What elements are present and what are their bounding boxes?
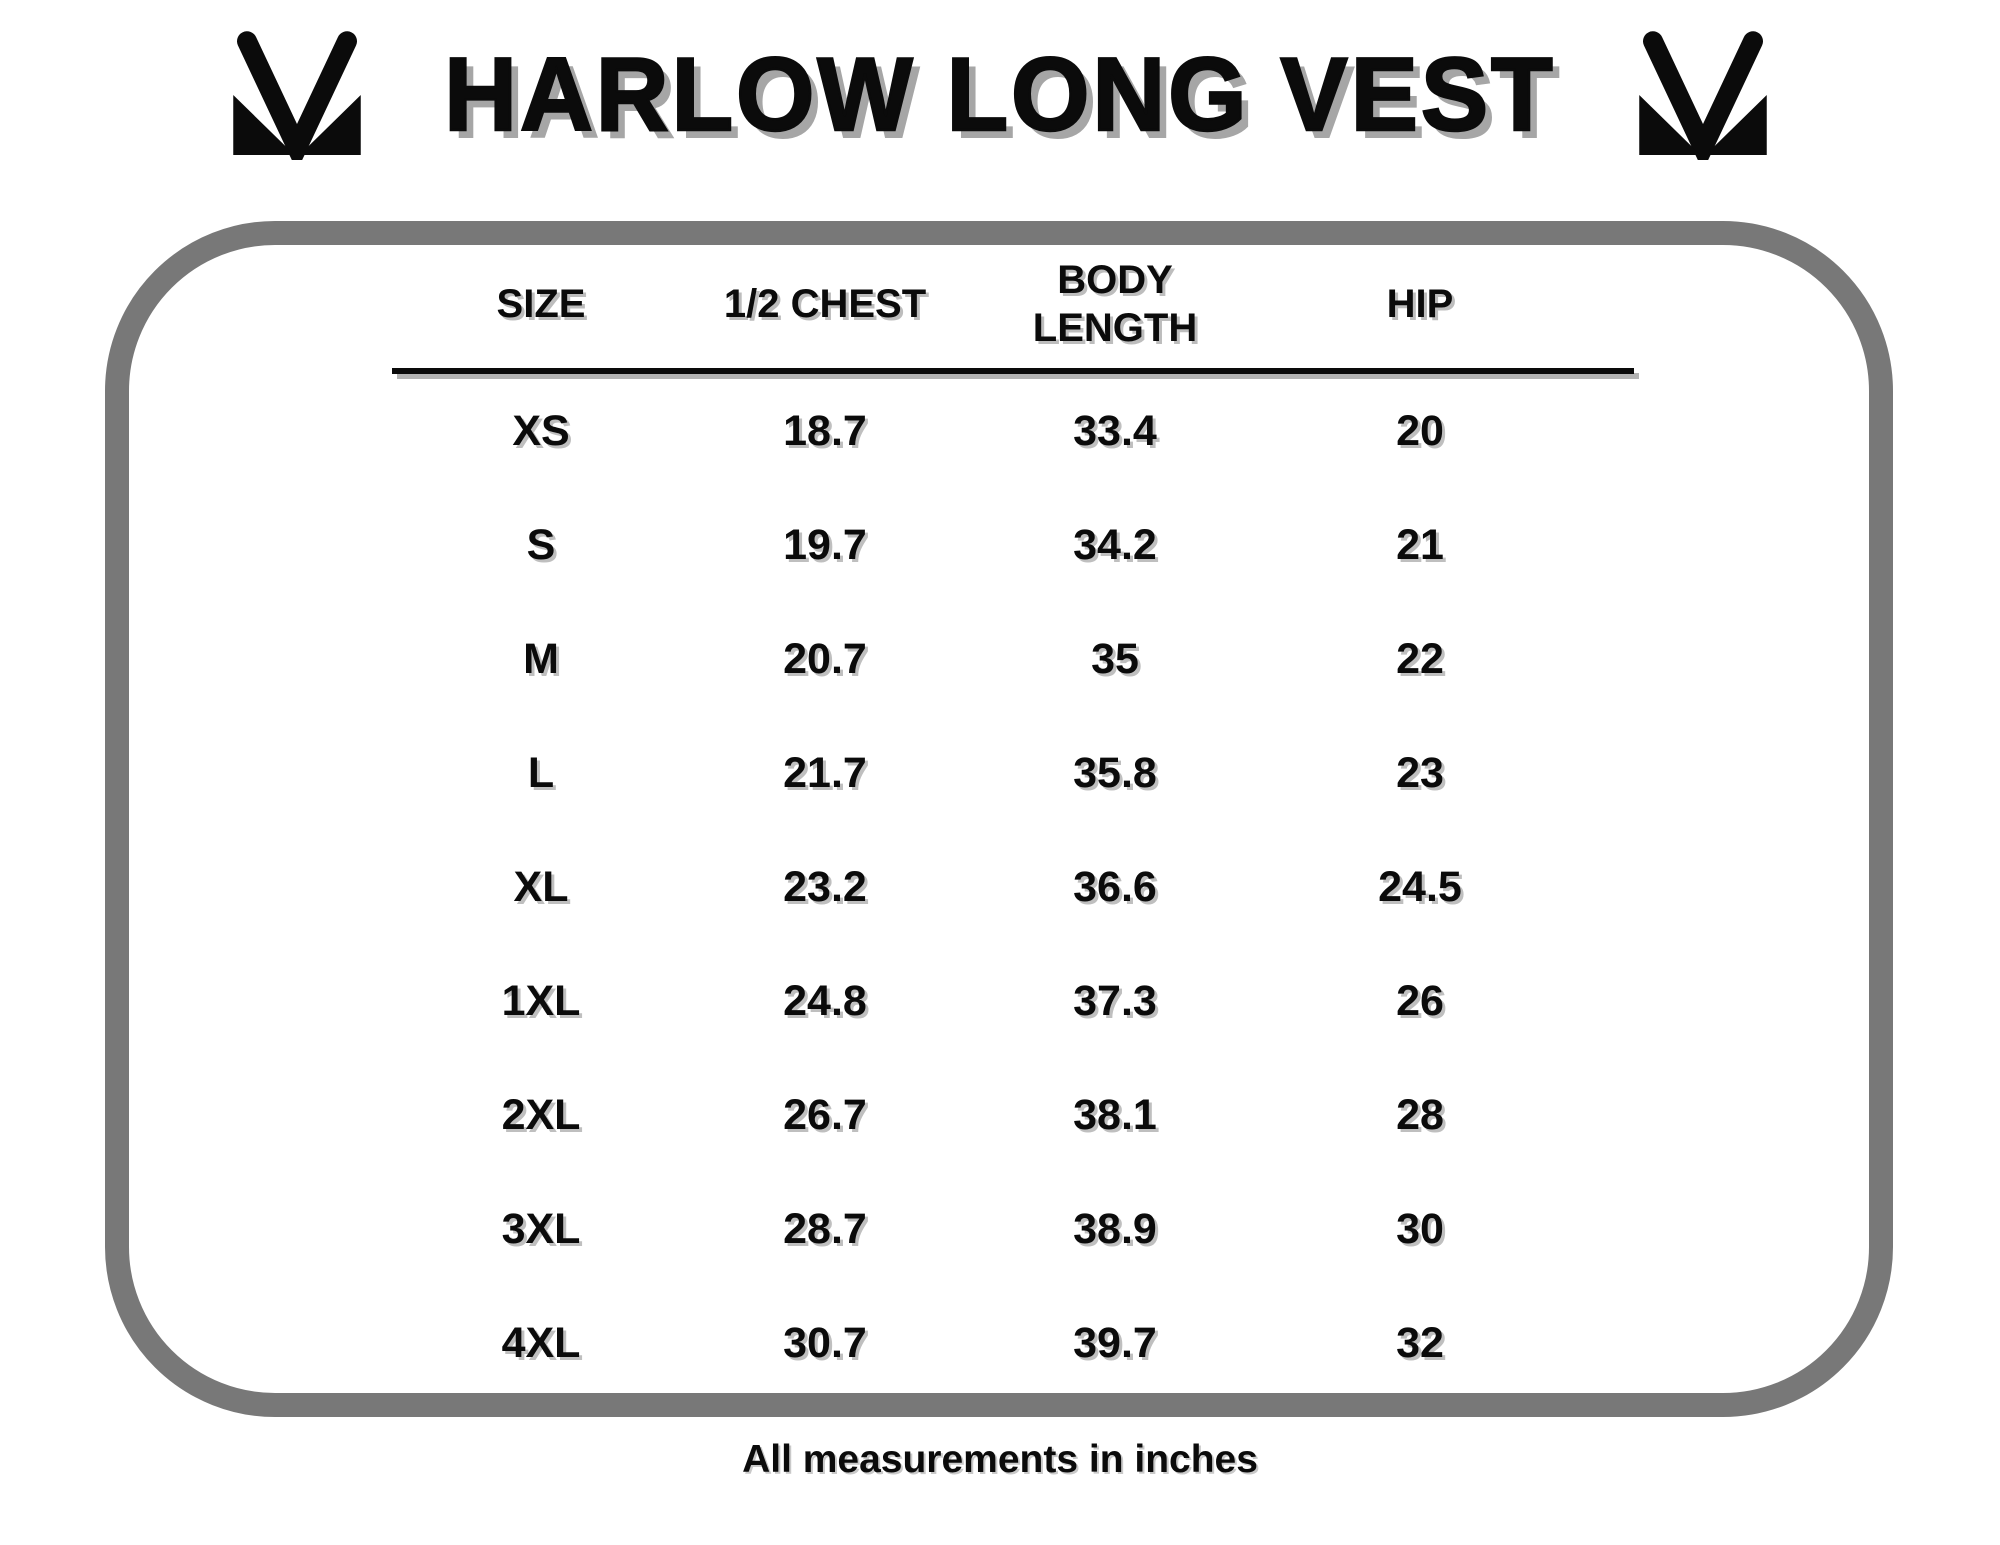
hip-value: 28 <box>1396 1090 1444 1139</box>
table-row: L 21.7 35.8 23 <box>392 716 1634 830</box>
table-row: M 20.7 35 22 <box>392 602 1634 716</box>
half-chest-value: 28.7 <box>783 1204 867 1253</box>
size-label: 1XL <box>501 976 581 1025</box>
size-table: SIZE 1/2 CHEST BODY LENGTH HIP XS 18.7 3… <box>392 240 1634 1400</box>
table-row: 2XL 26.7 38.1 28 <box>392 1058 1634 1172</box>
half-chest-value: 19.7 <box>783 520 867 569</box>
size-label: 2XL <box>501 1090 581 1139</box>
hip-value: 20 <box>1396 406 1444 455</box>
mv-monogram-logo-icon <box>233 31 361 160</box>
column-header-hip: HIP <box>1386 282 1454 326</box>
size-label: M <box>523 634 559 683</box>
column-header-size: SIZE <box>496 282 586 326</box>
table-row: 3XL 28.7 38.9 30 <box>392 1172 1634 1286</box>
size-label: S <box>526 520 556 569</box>
hip-value: 21 <box>1396 520 1444 569</box>
table-row: 4XL 30.7 39.7 32 <box>392 1286 1634 1400</box>
measurements-note: All measurements in inches <box>742 1438 1258 1481</box>
body-length-value: 35 <box>1091 634 1139 683</box>
size-label: 3XL <box>501 1204 581 1253</box>
header: HARLOW LONG VEST <box>0 30 2000 160</box>
half-chest-value: 26.7 <box>783 1090 867 1139</box>
hip-value: 24.5 <box>1378 862 1462 911</box>
half-chest-value: 20.7 <box>783 634 867 683</box>
table-header-row: SIZE 1/2 CHEST BODY LENGTH HIP <box>392 240 1634 368</box>
half-chest-value: 21.7 <box>783 748 867 797</box>
size-label: XS <box>512 406 570 455</box>
body-length-value: 39.7 <box>1073 1318 1157 1367</box>
hip-value: 32 <box>1396 1318 1444 1367</box>
header-divider-line <box>392 368 1634 374</box>
table-row: XS 18.7 33.4 20 <box>392 374 1634 488</box>
body-length-value: 35.8 <box>1073 748 1157 797</box>
body-length-value: 34.2 <box>1073 520 1157 569</box>
page-title: HARLOW LONG VEST <box>443 35 1556 154</box>
half-chest-value: 24.8 <box>783 976 867 1025</box>
half-chest-value: 18.7 <box>783 406 867 455</box>
half-chest-value: 30.7 <box>783 1318 867 1367</box>
table-row: S 19.7 34.2 21 <box>392 488 1634 602</box>
table-row: 1XL 24.8 37.3 26 <box>392 944 1634 1058</box>
hip-value: 30 <box>1396 1204 1444 1253</box>
body-length-value: 38.9 <box>1073 1204 1157 1253</box>
table-row: XL 23.2 36.6 24.5 <box>392 830 1634 944</box>
size-chart-frame <box>105 221 1893 1417</box>
body-length-value: 36.6 <box>1073 862 1157 911</box>
body-length-value: 38.1 <box>1073 1090 1157 1139</box>
column-header-half-chest: 1/2 CHEST <box>723 282 927 326</box>
size-label: L <box>527 748 555 797</box>
body-length-value: 37.3 <box>1073 976 1157 1025</box>
body-length-value: 33.4 <box>1073 406 1157 455</box>
half-chest-value: 23.2 <box>783 862 867 911</box>
size-label: 4XL <box>501 1318 581 1367</box>
hip-value: 22 <box>1396 634 1444 683</box>
column-header-body-length: BODY LENGTH <box>1032 258 1198 350</box>
size-label: XL <box>513 862 569 911</box>
mv-monogram-logo-icon <box>1639 31 1767 160</box>
hip-value: 23 <box>1396 748 1444 797</box>
hip-value: 26 <box>1396 976 1444 1025</box>
